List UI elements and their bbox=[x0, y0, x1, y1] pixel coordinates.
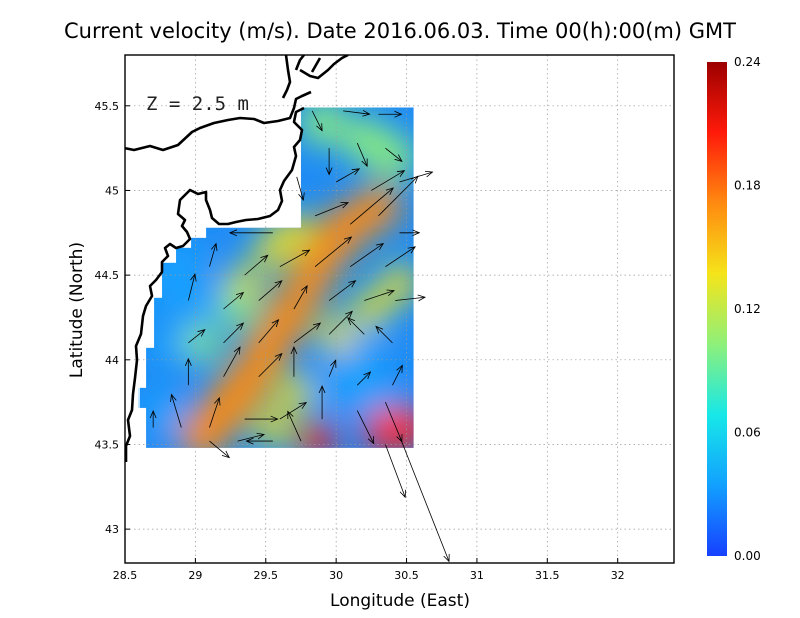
colorbar-tick-label: 0.06 bbox=[734, 426, 761, 440]
velocity-arrow bbox=[356, 410, 374, 444]
y-tick-label: 44.5 bbox=[95, 269, 120, 282]
colorbar-tick-label: 0.00 bbox=[734, 549, 761, 563]
velocity-arrow bbox=[223, 323, 244, 344]
velocity-arrow bbox=[311, 110, 322, 131]
x-tick-label: 30 bbox=[329, 569, 343, 582]
x-tick-label: 32 bbox=[611, 569, 625, 582]
velocity-arrow bbox=[378, 176, 418, 217]
velocity-arrow bbox=[349, 188, 393, 225]
velocity-arrow bbox=[293, 323, 320, 344]
y-tick-label: 45 bbox=[105, 184, 119, 197]
colorbar bbox=[707, 62, 727, 556]
colorbar-tick-label: 0.24 bbox=[734, 55, 761, 69]
velocity-arrow bbox=[350, 244, 383, 267]
velocity-arrow bbox=[209, 398, 219, 428]
velocity-arrow bbox=[314, 203, 348, 217]
velocity-arrow bbox=[395, 297, 425, 300]
depth-label: Z = 2.5 m bbox=[146, 93, 249, 115]
velocity-arrow bbox=[348, 318, 365, 335]
x-tick-label: 29.5 bbox=[254, 569, 279, 582]
velocity-arrow bbox=[376, 326, 393, 344]
y-tick-label: 45.5 bbox=[95, 100, 120, 113]
velocity-arrow bbox=[328, 360, 336, 377]
velocity-arrow bbox=[223, 293, 244, 310]
chart-title: Current velocity (m/s). Date 2016.06.03.… bbox=[64, 19, 736, 43]
x-axis-label: Longitude (East) bbox=[330, 591, 470, 611]
velocity-arrow bbox=[328, 311, 352, 335]
plot-frame bbox=[124, 54, 675, 564]
velocity-arrow bbox=[296, 176, 304, 200]
velocity-arrow bbox=[171, 395, 182, 428]
velocity-arrow bbox=[385, 444, 405, 497]
colorbar-tick-label: 0.12 bbox=[734, 302, 761, 316]
y-tick-label: 43 bbox=[105, 523, 119, 536]
x-tick-label: 28.5 bbox=[113, 569, 138, 582]
grid-lines bbox=[125, 55, 674, 563]
x-tick-label: 29 bbox=[188, 569, 202, 582]
velocity-arrow bbox=[371, 171, 404, 191]
colorbar-ticks: 0.00 0.06 0.12 0.18 0.24 bbox=[734, 55, 761, 563]
velocity-arrow bbox=[399, 435, 450, 561]
velocity-arrow bbox=[209, 440, 229, 458]
x-tick-label: 31 bbox=[470, 569, 484, 582]
velocity-arrow bbox=[223, 347, 241, 377]
coastline bbox=[125, 55, 349, 462]
velocity-arrow bbox=[279, 250, 310, 268]
y-tick-label: 44 bbox=[105, 354, 119, 367]
velocity-arrow bbox=[244, 255, 268, 276]
y-tick-label: 43.5 bbox=[95, 438, 120, 451]
y-axis-label: Latitude (North) bbox=[67, 242, 87, 378]
velocity-arrow bbox=[328, 281, 355, 301]
velocity-arrow bbox=[188, 330, 205, 344]
velocity-arrow bbox=[385, 147, 402, 161]
velocity-arrow bbox=[385, 401, 402, 442]
current-vectors bbox=[153, 111, 449, 562]
velocity-arrow bbox=[209, 244, 216, 267]
velocity-arrow bbox=[293, 286, 307, 310]
velocity-arrow bbox=[392, 365, 402, 386]
velocity-arrow bbox=[187, 274, 195, 301]
y-axis-ticks: 43 43.5 44 44.5 45 45.5 bbox=[95, 100, 130, 536]
colorbar-tick-label: 0.18 bbox=[734, 179, 761, 193]
velocity-arrow bbox=[335, 169, 359, 183]
x-axis-ticks: 28.5 29 29.5 30 30.5 31 31.5 32 bbox=[113, 558, 625, 582]
velocity-arrow bbox=[356, 142, 367, 166]
velocity-arrow bbox=[356, 372, 370, 386]
velocity-arrow bbox=[288, 411, 302, 442]
x-tick-label: 31.5 bbox=[535, 569, 560, 582]
velocity-arrow bbox=[364, 291, 394, 301]
velocity-arrow bbox=[385, 247, 415, 267]
velocity-arrow bbox=[258, 281, 282, 301]
velocity-arrow bbox=[258, 354, 282, 378]
x-tick-label: 30.5 bbox=[394, 569, 419, 582]
velocity-arrow bbox=[343, 111, 369, 114]
velocity-arrow bbox=[258, 320, 279, 344]
velocity-arrow bbox=[314, 237, 351, 267]
